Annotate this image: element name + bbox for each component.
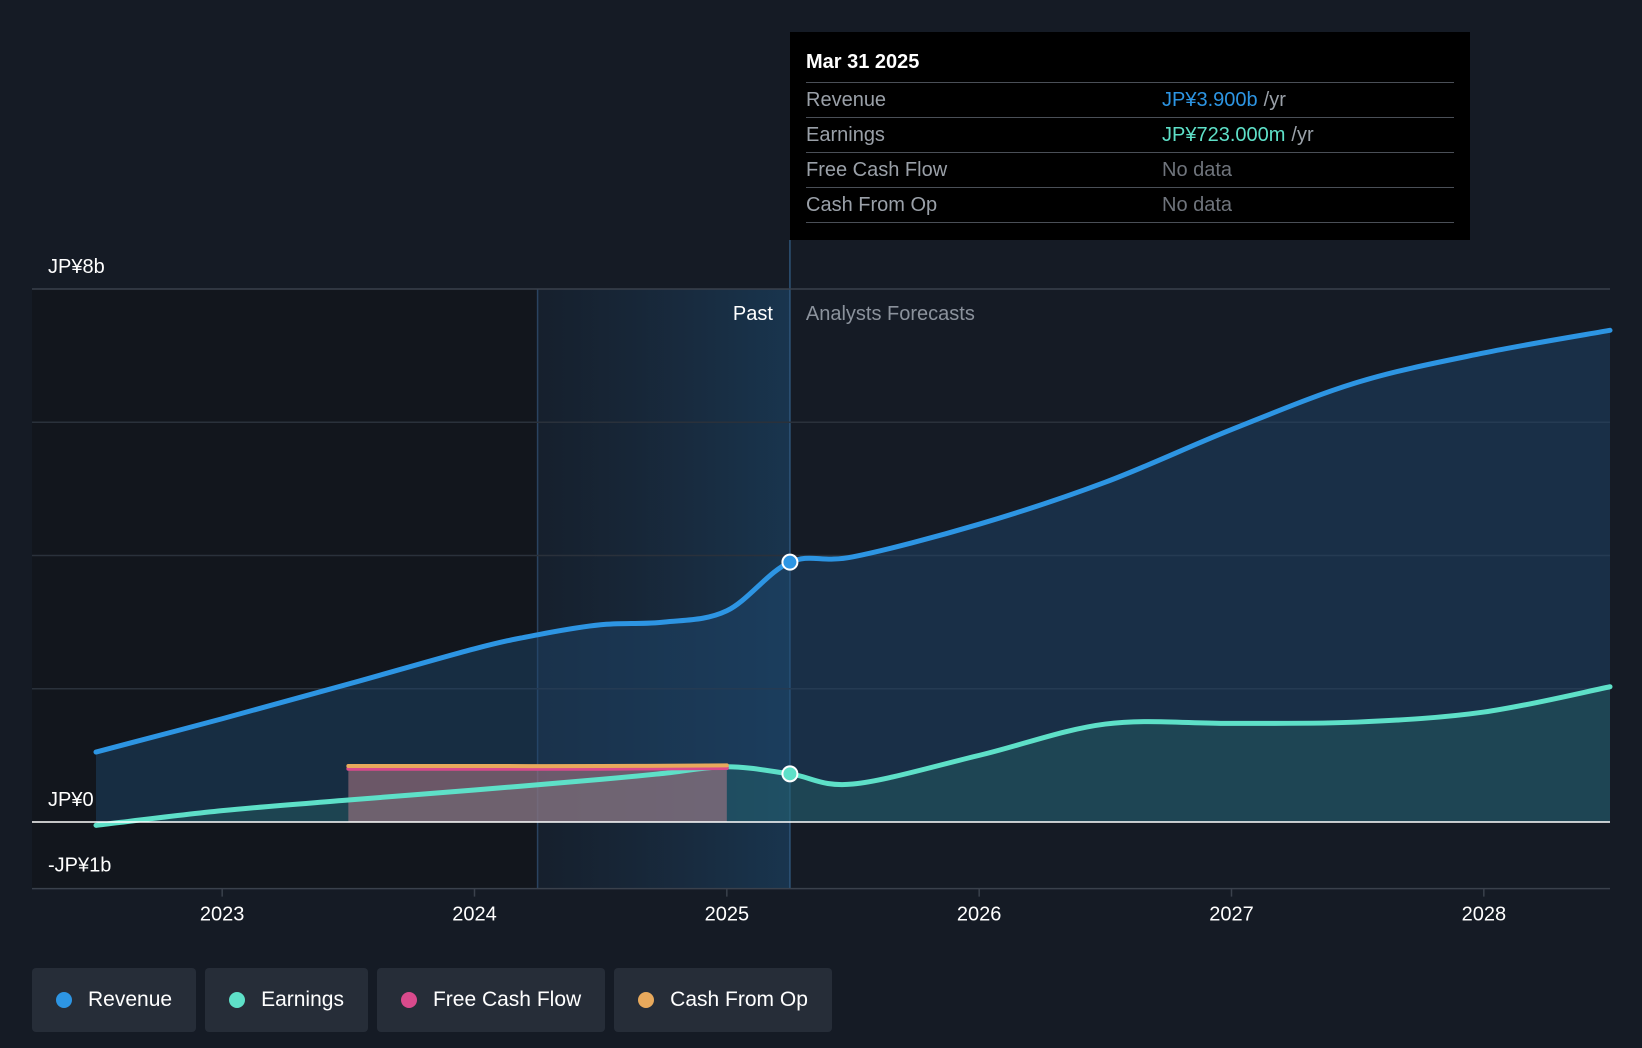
tooltip-row-value: No data	[1162, 153, 1232, 187]
tooltip-value-text: No data	[1162, 159, 1233, 181]
x-tick-label: 2023	[200, 904, 245, 926]
legend-label: Earnings	[261, 988, 344, 1011]
tooltip-row: Cash From Op No data	[806, 187, 1454, 223]
tooltip-value-unit: /yr	[1263, 89, 1286, 111]
tooltip-row-label: Free Cash Flow	[806, 159, 948, 181]
tooltip-row-label: Cash From Op	[806, 194, 938, 216]
x-tick-label: 2025	[705, 904, 750, 926]
legend-dot-icon	[400, 992, 417, 1008]
tooltip-row-label: Earnings	[806, 124, 885, 146]
x-tick-label: 2027	[1209, 904, 1254, 926]
legend-dot-icon	[229, 992, 246, 1008]
tooltip-value-text: No data	[1162, 194, 1233, 216]
forecast-label: Analysts Forecasts	[806, 303, 975, 325]
x-tick-label: 2028	[1462, 904, 1507, 926]
legend-item-earnings[interactable]: Earnings	[205, 968, 368, 1032]
earnings-highlight-point	[781, 765, 799, 783]
tooltip-value-text: JP¥3.900b	[1162, 89, 1258, 111]
tooltip-row-value: No data	[1162, 188, 1232, 222]
free-cash-flow-line	[346, 766, 729, 771]
legend-item-free-cash-flow[interactable]: Free Cash Flow	[376, 968, 606, 1032]
y-tick-label: JP¥0	[48, 789, 94, 811]
tooltip-row: Earnings JP¥723.000m/yr	[806, 117, 1454, 152]
tooltip-value-text: JP¥723.000m	[1162, 124, 1286, 146]
legend: Revenue Earnings Free Cash Flow Cash From O…	[32, 968, 832, 1032]
earnings-line	[93, 684, 1613, 828]
x-tick-label: 2024	[452, 904, 497, 926]
legend-item-cash-from-op[interactable]: Cash From Op	[614, 968, 832, 1032]
tooltip-row-value: JP¥723.000m/yr	[1162, 118, 1314, 152]
y-tick-label: JP¥8b	[48, 256, 105, 278]
x-tick-label: 2026	[957, 904, 1002, 926]
revenue-area	[96, 330, 1610, 822]
tooltip-row-label: Revenue	[806, 89, 887, 111]
cash-flow-area	[348, 765, 727, 822]
tooltip-row-value: JP¥3.900b/yr	[1162, 83, 1286, 117]
cash-from-op-line	[346, 763, 729, 769]
legend-item-revenue[interactable]: Revenue	[32, 968, 197, 1032]
tooltip-row: Revenue JP¥3.900b/yr	[806, 82, 1454, 117]
legend-dot-icon	[56, 992, 72, 1008]
legend-label: Cash From Op	[670, 988, 808, 1011]
tooltip-row: Free Cash Flow No data	[806, 152, 1454, 187]
legend-label: Revenue	[88, 988, 173, 1011]
legend-dot-icon	[638, 992, 655, 1008]
y-tick-label: -JP¥1b	[48, 855, 111, 877]
revenue-highlight-point	[781, 553, 799, 571]
legend-label: Free Cash Flow	[432, 988, 582, 1011]
past-label: Past	[733, 303, 773, 325]
tooltip: Mar 31 2025 Revenue JP¥3.900b/yr Earnings J…	[790, 32, 1470, 240]
tooltip-date: Mar 31 2025	[806, 51, 920, 73]
tooltip-value-unit: /yr	[1291, 124, 1314, 146]
